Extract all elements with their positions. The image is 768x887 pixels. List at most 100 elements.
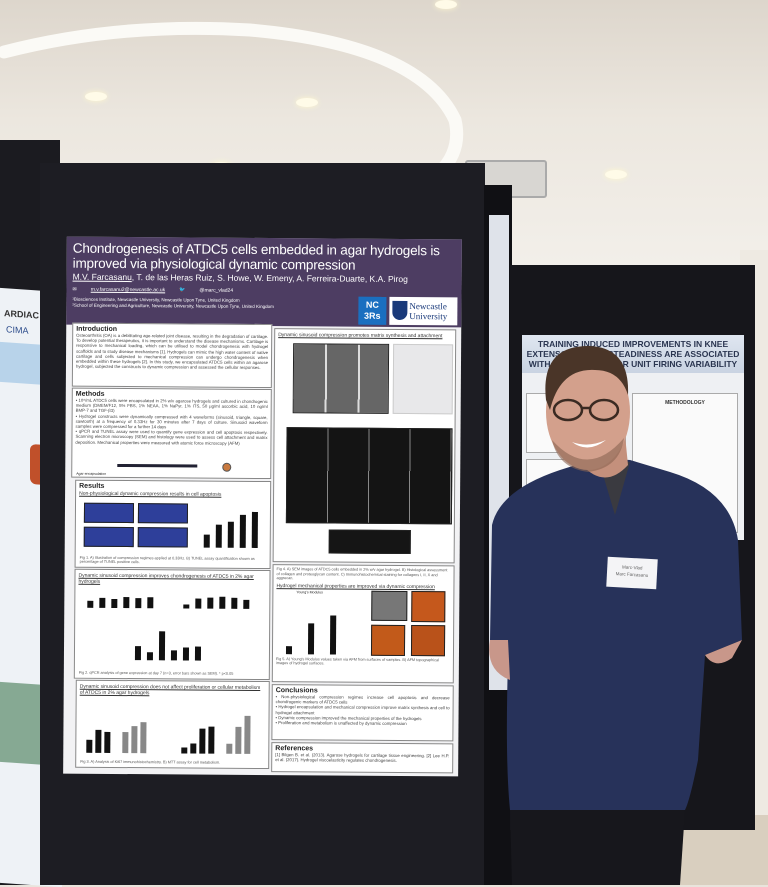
fig2b-bar-chart: [183, 586, 250, 609]
hydrogel-icon: [222, 462, 232, 472]
section-text: Osteoarthritis (OA) is a debilitating ag…: [75, 332, 269, 371]
subheading: Hydrogel mechanical properties are impro…: [276, 582, 435, 590]
bar: [231, 598, 238, 609]
timeline-label: Agar encapsulation: [76, 471, 107, 476]
bar: [243, 600, 250, 609]
fig3a-bar-chart: [86, 711, 147, 754]
bar: [227, 521, 234, 548]
afm-image: [370, 624, 406, 656]
fig5-area: Young's Modulus: [276, 590, 450, 657]
bar: [226, 743, 233, 754]
bar: [123, 597, 130, 609]
bar: [203, 534, 210, 548]
bar: [307, 622, 315, 655]
bar: [182, 647, 190, 661]
ceiling-light: [296, 98, 318, 107]
bar: [183, 604, 190, 609]
face: [546, 354, 630, 470]
bullet: • Hydrogel constructs were dynamically c…: [75, 413, 268, 430]
bar: [181, 747, 188, 754]
smile: [572, 440, 606, 448]
fig3b-bar-chart: [181, 711, 251, 754]
waveform-plot: [83, 526, 134, 548]
ceiling-light: [435, 0, 457, 9]
figure-caption: Fig 4. A) SEM images of ATDC5 cells embe…: [276, 567, 448, 581]
subheading: Non-physiological dynamic compression re…: [79, 490, 222, 498]
afm-image: [410, 624, 446, 657]
bar: [239, 515, 246, 548]
newcastle-university-logo: Newcastle University: [389, 296, 458, 326]
co-authors: , T. de las Heras Ruiz, S. Howe, W. Emen…: [131, 272, 408, 285]
histology-images: [392, 343, 454, 415]
bar: [87, 601, 94, 608]
bar: [195, 598, 202, 609]
conclusions-section: Conclusions • Non-physiological compress…: [271, 684, 454, 742]
figure-caption: Fig 2. qPCR analysis of gene expression …: [78, 671, 234, 677]
contact-line: ✉ m.v.farcasanu2@newcastle.ac.uk 🐦 @marc_v…: [72, 287, 455, 296]
bar: [215, 524, 222, 548]
chart-title: Young's Modulus: [296, 590, 323, 595]
beard: [552, 438, 624, 472]
bar: [190, 743, 197, 754]
subheading: Dynamic sinusoid compression promotes ma…: [278, 332, 443, 340]
bar: [99, 597, 106, 608]
badge-name: Marc Farcasanu: [615, 571, 649, 578]
bullet: • Proliferation and metabolism is unaffe…: [275, 720, 407, 727]
poster-authors: M.V. Farcasanu, T. de las Heras Ruiz, S.…: [73, 272, 456, 285]
main-poster: Chondrogenesis of ATDC5 cells embedded i…: [63, 236, 462, 777]
logo-text: University: [409, 311, 448, 322]
bar: [158, 631, 166, 661]
timeline-bar: [117, 463, 198, 468]
email-icon: ✉: [72, 286, 77, 293]
bar: [86, 740, 93, 753]
twitter-handle: @marc_vlad24: [199, 287, 234, 294]
bar: [104, 731, 111, 753]
bar: [134, 646, 142, 661]
subheading: Dynamic sinusoid compression does not af…: [79, 683, 261, 697]
waveform-plot: [137, 503, 189, 524]
matrix-synthesis-section: Dynamic sinusoid compression promotes ma…: [272, 328, 457, 564]
navy-shirt: [490, 458, 742, 810]
ihc-images: [285, 427, 453, 525]
section-text: [1] Bilgen B. et al. (2013). Agarose hyd…: [275, 752, 450, 764]
name-badge: Marc-Vlad Marc Farcasanu: [606, 556, 658, 590]
bar: [251, 512, 258, 548]
waveform-plot: [137, 527, 188, 548]
section-heading: Results: [79, 482, 105, 490]
ring-light-fixture: [0, 21, 464, 179]
afm-image: [411, 590, 446, 623]
bar: [140, 721, 147, 754]
affiliation: ²School of Engineering and Agriculture, …: [72, 302, 274, 310]
figure-caption: Fig 3. A) Analysis of Ki67 immunohistoch…: [80, 760, 221, 766]
email: m.v.farcasanu2@newcastle.ac.uk: [90, 286, 166, 294]
bar: [244, 716, 251, 754]
bullet: • 10⁶/mL ATDC5 cells were encapsulated i…: [75, 397, 268, 414]
waveform-plot: [83, 502, 135, 524]
ceiling-light: [85, 92, 107, 101]
bar: [131, 725, 138, 754]
bar: [111, 599, 118, 608]
logo-text: Newcastle: [409, 301, 447, 312]
subheading: Dynamic sinusoid compression improves ch…: [78, 572, 254, 585]
bar: [207, 597, 214, 609]
section-heading: METHODOLOGY: [665, 400, 705, 406]
ceiling-light: [605, 170, 627, 179]
bar: [194, 646, 202, 661]
poster-title: Chondrogenesis of ATDC5 cells embedded i…: [72, 240, 440, 273]
right-arm: [705, 640, 742, 664]
figure-caption: Fig 5. A) Young's Modulus values taken v…: [275, 656, 439, 666]
introduction-section: Introduction Osteoarthritis (OA) is a de…: [71, 322, 273, 389]
bar: [199, 728, 206, 754]
bar: [235, 726, 242, 754]
methods-section: Methods • 10⁶/mL ATDC5 cells were encaps…: [71, 387, 272, 480]
poster-header: Chondrogenesis of ATDC5 cells embedded i…: [66, 236, 462, 328]
glasses-icon: [552, 398, 620, 422]
fig5-bar-chart: [285, 602, 337, 655]
fig1-bar-chart: [203, 506, 258, 548]
bar: [122, 732, 129, 754]
proliferation-section: Dynamic sinusoid compression does not af…: [75, 679, 270, 770]
results-section: Results Non-physiological dynamic compre…: [74, 479, 272, 570]
twitter-icon: 🐦: [179, 287, 186, 294]
presenter-person: [489, 345, 742, 885]
trousers: [510, 810, 685, 885]
